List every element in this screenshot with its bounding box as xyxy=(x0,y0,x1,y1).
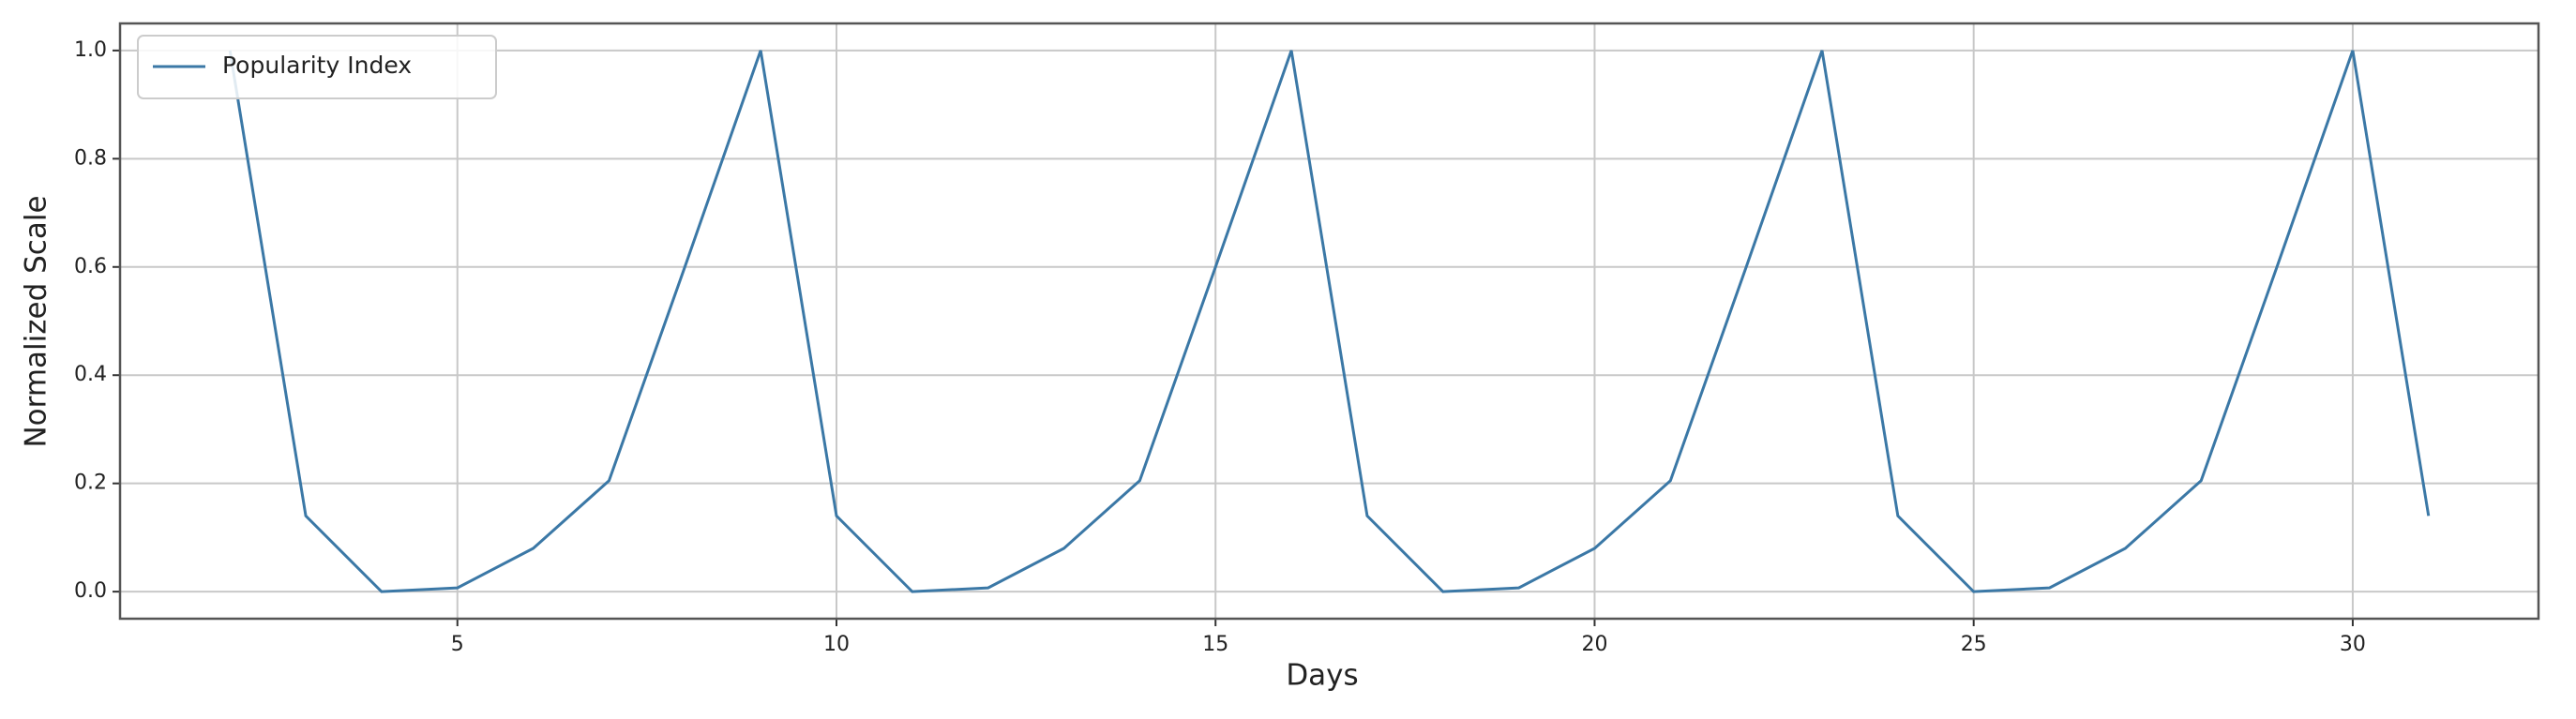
data-line xyxy=(228,50,2431,593)
y-tick-label: 1.0 xyxy=(74,38,107,62)
x-tick-label: 5 xyxy=(451,633,464,656)
x-tick-label: 25 xyxy=(1961,633,1987,656)
plot-frame xyxy=(118,22,2540,621)
y-tick-label: 0.6 xyxy=(74,255,107,278)
legend-box xyxy=(137,35,497,99)
x-tick-label: 20 xyxy=(1581,633,1607,656)
y-tick-label: 0.8 xyxy=(74,146,107,170)
x-tick-label: 15 xyxy=(1202,633,1228,656)
y-axis-label: Normalized Scale xyxy=(20,195,53,447)
x-axis-label: Days xyxy=(1286,659,1358,693)
y-tick-label: 0.2 xyxy=(74,472,107,495)
x-tick-label: 30 xyxy=(2340,633,2366,656)
y-tick-label: 0.0 xyxy=(74,579,107,603)
legend-label: Popularity Index xyxy=(222,52,412,79)
y-tick-label: 0.4 xyxy=(74,363,107,386)
x-tick-label: 10 xyxy=(823,633,850,656)
